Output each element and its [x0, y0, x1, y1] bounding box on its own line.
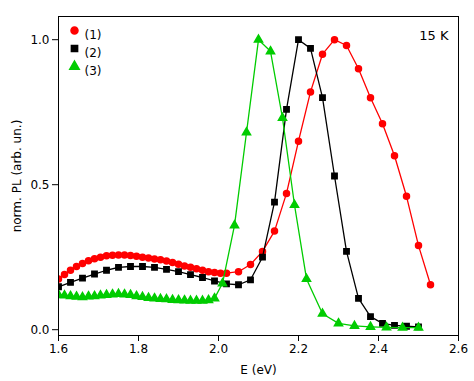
svg-text:(1): (1)	[85, 28, 102, 42]
svg-text:(3): (3)	[85, 64, 102, 78]
svg-text:1.6: 1.6	[49, 342, 68, 356]
svg-text:1.0: 1.0	[30, 33, 49, 47]
svg-text:norm. PL (arb. un.): norm. PL (arb. un.)	[10, 120, 24, 233]
svg-text:(2): (2)	[85, 46, 102, 60]
svg-text:15 K: 15 K	[419, 28, 449, 43]
svg-text:2.6: 2.6	[449, 342, 468, 356]
svg-text:2.0: 2.0	[209, 342, 228, 356]
svg-text:0.5: 0.5	[30, 178, 49, 192]
svg-text:1.8: 1.8	[129, 342, 148, 356]
svg-text:2.2: 2.2	[289, 342, 308, 356]
svg-text:2.4: 2.4	[369, 342, 388, 356]
svg-text:E (eV): E (eV)	[240, 363, 276, 377]
svg-text:0.0: 0.0	[30, 323, 49, 337]
